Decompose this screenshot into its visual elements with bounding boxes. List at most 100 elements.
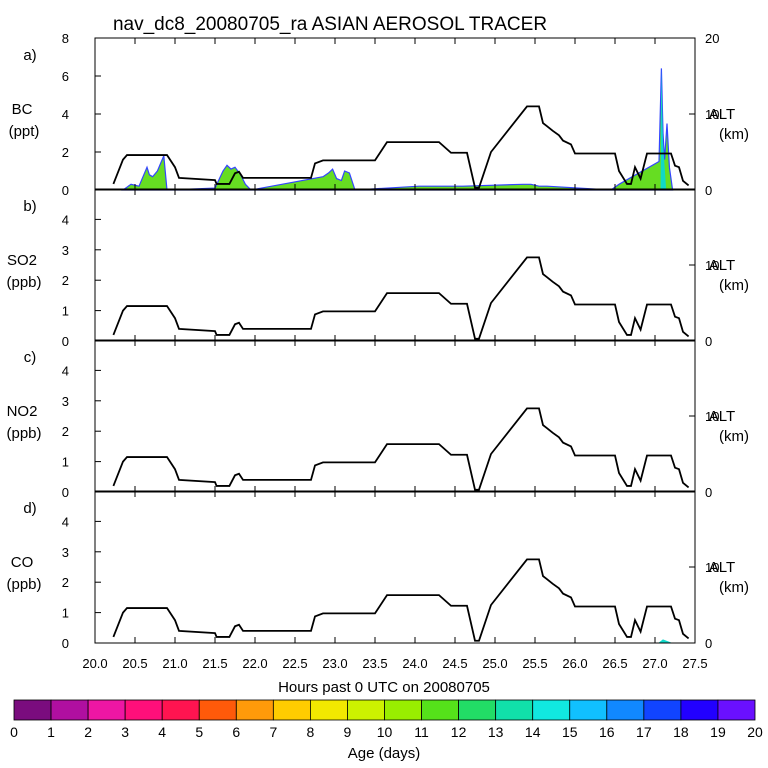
panel-letter: a) xyxy=(23,47,36,64)
panel-co: d) CO (ppb) ALT (km) 0 1 2 3 4 0 10 xyxy=(6,490,749,651)
x-tick-labels: 20.0 20.5 21.0 21.5 22.0 22.5 23.0 23.5 24.0 24.5… xyxy=(82,656,707,671)
colorbar-swatch xyxy=(643,699,682,721)
colorbar-label: Age (days) xyxy=(348,745,421,762)
colorbar-swatch xyxy=(421,699,459,721)
panel-no2: c) NO2 (ppb) ALT (km) 0 1 2 3 4 0 10 xyxy=(6,339,749,500)
x-tick-label: 27.5 xyxy=(682,656,707,671)
unit-label: (ppb) xyxy=(6,425,41,442)
x-tick-label: 27.0 xyxy=(642,656,667,671)
alt-label: ALT xyxy=(709,257,735,274)
colorbar-swatch xyxy=(272,699,311,721)
colorbar-swatch xyxy=(235,699,274,721)
y-tick-label: 0 xyxy=(62,485,69,500)
colorbar-swatch xyxy=(13,699,52,721)
y-tick-label: 1 xyxy=(62,304,69,319)
y-tick-label: 0 xyxy=(62,183,69,198)
alt-tick-label: 0 xyxy=(705,334,712,349)
alt-tick-label: 0 xyxy=(705,636,712,651)
colorbar-tick-label: 2 xyxy=(84,724,92,740)
panel-frame xyxy=(94,37,696,191)
altitude-line xyxy=(112,105,690,189)
alt-tick-label: 10 xyxy=(705,560,719,575)
colorbar-tick-label: 12 xyxy=(451,724,467,740)
y-tick-label: 0 xyxy=(62,334,69,349)
colorbar-tick-label: 14 xyxy=(525,724,541,740)
colorbar-tick-label: 15 xyxy=(562,724,578,740)
colorbar-tick-label: 17 xyxy=(636,724,652,740)
colorbar-swatch xyxy=(309,699,348,721)
alt-label: ALT xyxy=(709,559,735,576)
colorbar-tick-label: 8 xyxy=(307,724,315,740)
y-tick-label: 3 xyxy=(62,243,69,258)
alt-tick-label: 0 xyxy=(705,485,712,500)
colorbar-tick-label: 3 xyxy=(121,724,129,740)
colorbar-tick-label: 4 xyxy=(158,724,166,740)
altitude-line xyxy=(112,558,690,642)
colorbar-swatch xyxy=(680,699,719,721)
y-tick-label: 3 xyxy=(62,394,69,409)
colorbar-swatch xyxy=(124,699,163,721)
colorbar-swatch xyxy=(717,699,756,721)
colorbar-swatch xyxy=(347,699,385,721)
colorbar-swatch xyxy=(384,699,422,721)
species-label: NO2 xyxy=(7,403,38,420)
panel-letter: c) xyxy=(24,349,37,366)
x-tick-label: 24.5 xyxy=(442,656,467,671)
y-tick-label: 2 xyxy=(62,575,69,590)
panel-so2: b) SO2 (ppb) ALT (km) 0 1 2 3 4 0 10 xyxy=(6,188,749,349)
colorbar-tick-label: 16 xyxy=(599,724,615,740)
alt-unit-label: (km) xyxy=(719,579,749,596)
colorbar-tick-label: 18 xyxy=(673,724,689,740)
colorbar-tick-label: 13 xyxy=(488,724,504,740)
y-tick-label: 2 xyxy=(62,424,69,439)
bc-spike-cyan xyxy=(660,68,667,190)
colorbar-tick-label: 1 xyxy=(47,724,55,740)
species-label: SO2 xyxy=(7,252,37,269)
colorbar-tick-label: 11 xyxy=(414,724,429,740)
colorbar-swatch xyxy=(50,699,89,721)
alt-unit-label: (km) xyxy=(719,277,749,294)
y-tick-label: 2 xyxy=(62,145,69,160)
altitude-line xyxy=(112,407,690,491)
colorbar-swatch xyxy=(458,699,497,721)
panel-letter: b) xyxy=(23,198,36,215)
x-tick-label: 20.0 xyxy=(82,656,107,671)
colorbar-tick-label: 20 xyxy=(747,724,763,740)
y-tick-label: 4 xyxy=(62,107,69,122)
x-tick-label: 21.5 xyxy=(202,656,227,671)
alt-label: ALT xyxy=(709,408,735,425)
colorbar-swatch xyxy=(495,699,534,721)
alt-tick-label: 0 xyxy=(705,183,712,198)
unit-label: (ppb) xyxy=(6,274,41,291)
x-tick-label: 23.0 xyxy=(322,656,347,671)
y-tick-label: 6 xyxy=(62,69,69,84)
alt-label: ALT xyxy=(709,106,735,123)
y-tick-label: 0 xyxy=(62,636,69,651)
panel-frame xyxy=(94,490,696,644)
y-tick-label: 4 xyxy=(62,363,69,378)
colorbar-swatch xyxy=(198,699,237,721)
x-tick-label: 22.5 xyxy=(282,656,307,671)
panel-frame xyxy=(94,188,696,342)
alt-tick-label: 10 xyxy=(705,258,719,273)
panel-bc: a) BC (ppt) ALT (km) 0 2 4 6 8 0 10 20 xyxy=(9,31,749,198)
colorbar: 0 1 2 3 4 5 6 7 8 9 10 11 12 13 14 15 16 17 18 19 20 xyxy=(10,699,763,740)
colorbar-tick-label: 6 xyxy=(232,724,240,740)
y-tick-label: 4 xyxy=(62,212,69,227)
colorbar-tick-label: 10 xyxy=(377,724,393,740)
panels-group: a)BC(ppt)ALT(km)0246801020b)SO2(ppb)ALT(… xyxy=(6,31,749,671)
x-tick-label: 22.0 xyxy=(242,656,267,671)
altitude-line xyxy=(112,256,690,340)
y-tick-label: 8 xyxy=(62,31,69,46)
panel-frame xyxy=(94,339,696,493)
alt-unit-label: (km) xyxy=(719,126,749,143)
x-tick-label: 25.5 xyxy=(522,656,547,671)
species-label: BC xyxy=(12,101,33,118)
panel-letter: d) xyxy=(23,500,36,517)
y-tick-label: 3 xyxy=(62,545,69,560)
x-tick-label: 24.0 xyxy=(402,656,427,671)
x-tick-label: 25.0 xyxy=(482,656,507,671)
colorbar-swatch xyxy=(606,699,645,721)
chart-title: nav_dc8_20080705_ra ASIAN AEROSOL TRACER xyxy=(113,14,547,35)
